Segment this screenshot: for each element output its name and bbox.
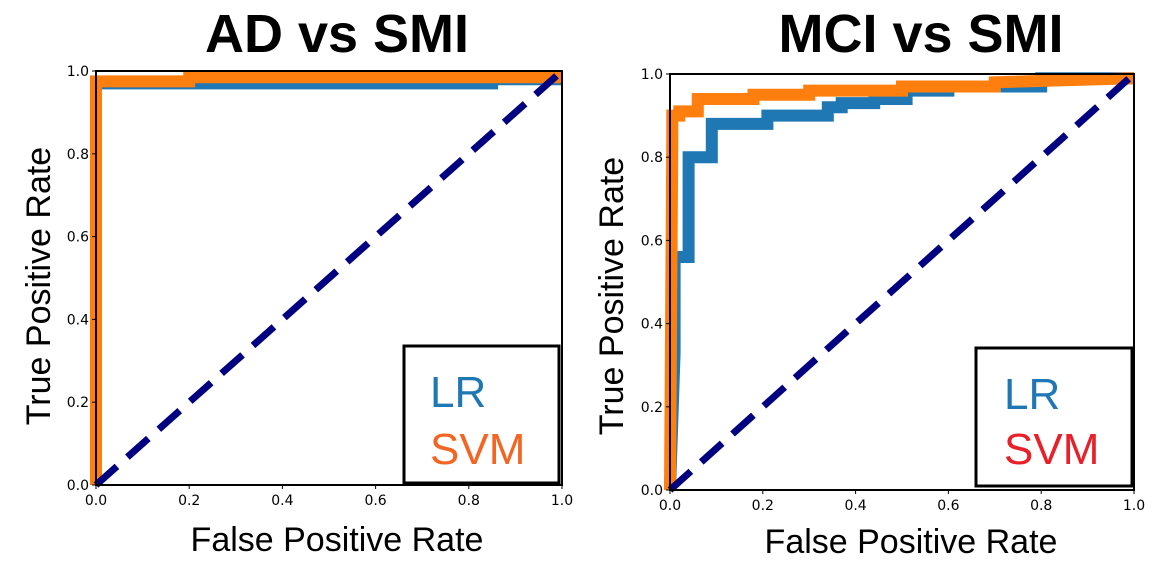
x-tick-label: 0.8 xyxy=(458,493,480,509)
legend-entry-lr: LR xyxy=(1004,370,1060,419)
x-axis-ticks: 0.0 0.2 0.4 0.6 0.8 1.0 xyxy=(659,490,1145,514)
x-axis-label: False Positive Rate xyxy=(191,521,484,559)
x-tick-label: 0.0 xyxy=(85,493,107,509)
series-line-svm xyxy=(664,72,1135,491)
x-tick-label: 0.4 xyxy=(271,493,293,509)
chart-title: AD vs SMI xyxy=(205,4,469,64)
x-axis-label: False Positive Rate xyxy=(765,523,1058,561)
legend-entry-lr: LR xyxy=(430,368,486,417)
y-tick-label: 0.6 xyxy=(67,230,89,246)
legend-box xyxy=(974,346,1134,488)
x-tick-label: 0.6 xyxy=(937,498,959,514)
y-tick-label: 0.2 xyxy=(641,400,663,416)
legend-box xyxy=(402,344,561,485)
y-tick-label: 1.0 xyxy=(641,67,663,83)
y-axis-label: True Positive Rate xyxy=(593,157,631,435)
x-tick-label: 0.4 xyxy=(844,498,866,514)
y-tick-label: 0.0 xyxy=(641,483,663,499)
x-tick-label: 0.0 xyxy=(659,498,681,514)
x-axis-ticks: 0.0 0.2 0.4 0.6 0.8 1.0 xyxy=(85,485,573,509)
plot-area xyxy=(664,71,1137,493)
legend: LR SVM xyxy=(974,346,1134,488)
series-line-chance xyxy=(667,71,1137,493)
y-axis-ticks: 0.0 0.2 0.4 0.6 0.8 1.0 xyxy=(67,64,96,494)
y-tick-label: 0.8 xyxy=(67,147,89,163)
y-tick-label: 0.2 xyxy=(67,395,89,411)
y-tick-label: 0.8 xyxy=(641,150,663,166)
plot-frame xyxy=(95,70,563,486)
x-tick-label: 1.0 xyxy=(1123,498,1145,514)
x-tick-label: 1.0 xyxy=(551,493,573,509)
legend: LR SVM xyxy=(402,344,561,485)
chart-panel-ad-vs-smi: AD vs SMI 0.0 0.2 0.4 0.6 0.8 1.0 0.00.20.40.… xyxy=(20,4,573,559)
series-line-chance xyxy=(93,68,565,488)
y-tick-label: 1.0 xyxy=(67,64,89,80)
y-tick-label: 0.0 xyxy=(67,478,89,494)
chart-title: MCI vs SMI xyxy=(778,4,1063,64)
legend-entry-svm: SVM xyxy=(430,425,525,474)
x-tick-label: 0.2 xyxy=(752,498,774,514)
y-tick-label: 0.6 xyxy=(641,233,663,249)
x-tick-label: 0.2 xyxy=(178,493,200,509)
x-tick-label: 0.6 xyxy=(364,493,386,509)
y-tick-label: 0.4 xyxy=(67,312,89,328)
y-axis-label: True Positive Rate xyxy=(20,147,58,425)
chart-panel-mci-vs-smi: MCI vs SMI 0.0 0.2 0.4 0.6 0.8 1.0 0.00.20.40… xyxy=(593,4,1145,561)
y-axis-ticks: 0.0 0.2 0.4 0.6 0.8 1.0 xyxy=(641,67,670,499)
x-tick-label: 0.8 xyxy=(1030,498,1052,514)
plot-frame xyxy=(669,73,1135,491)
y-tick-label: 0.4 xyxy=(641,317,663,333)
legend-entry-svm: SVM xyxy=(1004,425,1099,474)
